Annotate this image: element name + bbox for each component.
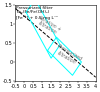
Text: Aeration +
filtration: Aeration + filtration	[34, 14, 63, 37]
Text: Pressurized
filtration: Pressurized filtration	[53, 44, 83, 67]
Text: Pressurized filter
Fe₂(Fe/Fe(OH)₂)
[Fe²⁺] + 0.5 mg L⁻¹: Pressurized filter Fe₂(Fe/Fe(OH)₂) [Fe²⁺…	[16, 6, 58, 20]
